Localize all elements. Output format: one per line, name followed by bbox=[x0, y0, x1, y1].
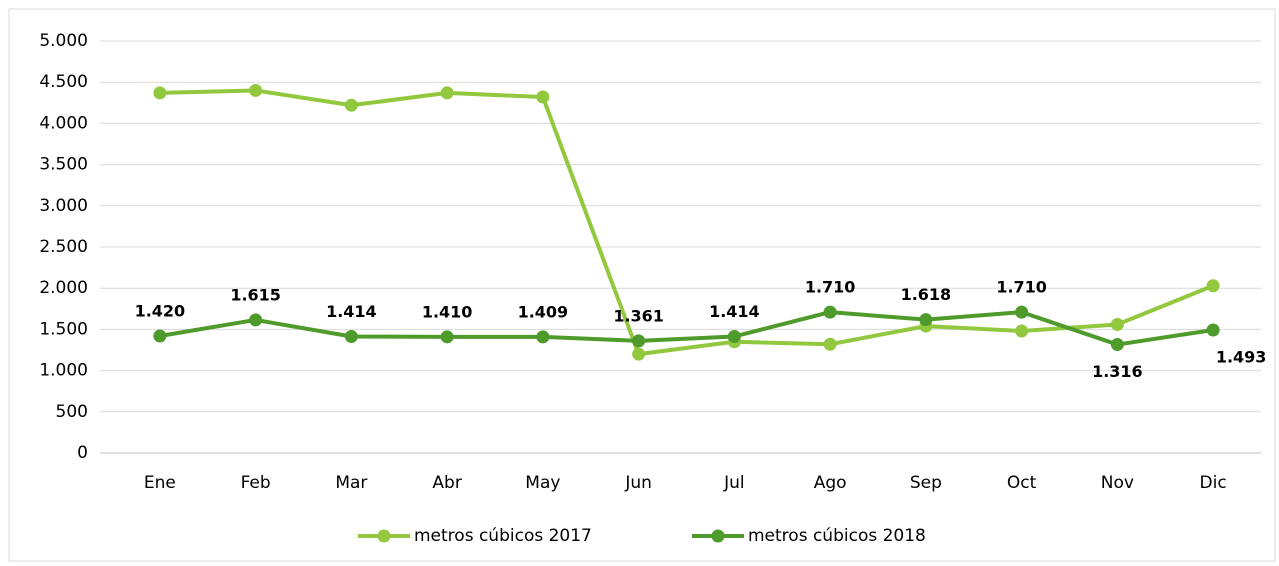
data-label: 1.493 bbox=[1216, 347, 1267, 366]
x-tick-label: Oct bbox=[1007, 473, 1037, 493]
data-label: 1.420 bbox=[135, 301, 186, 320]
point bbox=[536, 90, 550, 104]
x-tick-label: Jun bbox=[624, 473, 652, 493]
y-tick-label: 2.500 bbox=[39, 237, 88, 257]
point bbox=[632, 347, 646, 361]
point bbox=[823, 337, 837, 351]
point bbox=[249, 83, 263, 97]
y-tick-label: 0 bbox=[77, 443, 88, 463]
point bbox=[440, 330, 454, 344]
point bbox=[153, 329, 167, 343]
data-label: 1.618 bbox=[901, 285, 952, 304]
data-label: 1.615 bbox=[230, 285, 281, 304]
point bbox=[919, 313, 933, 327]
data-label: 1.316 bbox=[1092, 362, 1143, 381]
x-tick-label: May bbox=[525, 473, 560, 493]
point bbox=[1206, 323, 1220, 337]
y-tick-label: 5.000 bbox=[39, 31, 88, 51]
data-label: 1.710 bbox=[805, 278, 856, 297]
legend-label: metros cúbicos 2018 bbox=[748, 526, 926, 546]
data-label: 1.410 bbox=[422, 302, 473, 321]
x-tick-label: Jul bbox=[723, 473, 745, 493]
point bbox=[1110, 317, 1124, 331]
x-tick-label: Dic bbox=[1200, 473, 1227, 493]
data-label: 1.409 bbox=[518, 302, 569, 321]
point bbox=[440, 86, 454, 100]
point bbox=[1015, 324, 1029, 338]
legend-marker bbox=[711, 529, 725, 543]
y-tick-label: 1.500 bbox=[39, 319, 88, 339]
point bbox=[823, 305, 837, 319]
point bbox=[632, 334, 646, 348]
y-tick-label: 3.000 bbox=[39, 196, 88, 216]
y-tick-label: 500 bbox=[56, 402, 88, 422]
point bbox=[1015, 305, 1029, 319]
x-tick-label: Nov bbox=[1101, 473, 1134, 493]
point bbox=[1110, 338, 1124, 352]
legend-marker bbox=[377, 529, 391, 543]
data-label: 1.361 bbox=[613, 306, 664, 325]
legend-label: metros cúbicos 2017 bbox=[414, 526, 592, 546]
x-tick-label: Ago bbox=[814, 473, 847, 493]
x-tick-label: Feb bbox=[241, 473, 271, 493]
x-tick-label: Abr bbox=[432, 473, 461, 493]
point bbox=[344, 98, 358, 112]
point bbox=[153, 86, 167, 100]
x-tick-label: Ene bbox=[144, 473, 176, 493]
series-line bbox=[159, 310, 1214, 347]
data-label: 1.414 bbox=[326, 302, 377, 321]
chart-border bbox=[8, 8, 1276, 562]
y-tick-label: 4.500 bbox=[39, 72, 88, 92]
y-tick-label: 4.000 bbox=[39, 113, 88, 133]
y-tick-label: 2.000 bbox=[39, 278, 88, 298]
point bbox=[1206, 279, 1220, 293]
y-tick-label: 3.500 bbox=[39, 155, 88, 175]
point bbox=[536, 330, 550, 344]
point bbox=[344, 329, 358, 343]
x-tick-label: Mar bbox=[335, 473, 367, 493]
x-tick-label: Sep bbox=[910, 473, 942, 493]
data-label: 1.710 bbox=[996, 278, 1047, 297]
y-tick-label: 1.000 bbox=[39, 361, 88, 381]
data-label: 1.414 bbox=[709, 302, 760, 321]
point bbox=[727, 329, 741, 343]
series-line bbox=[159, 88, 1214, 357]
point bbox=[249, 313, 263, 327]
